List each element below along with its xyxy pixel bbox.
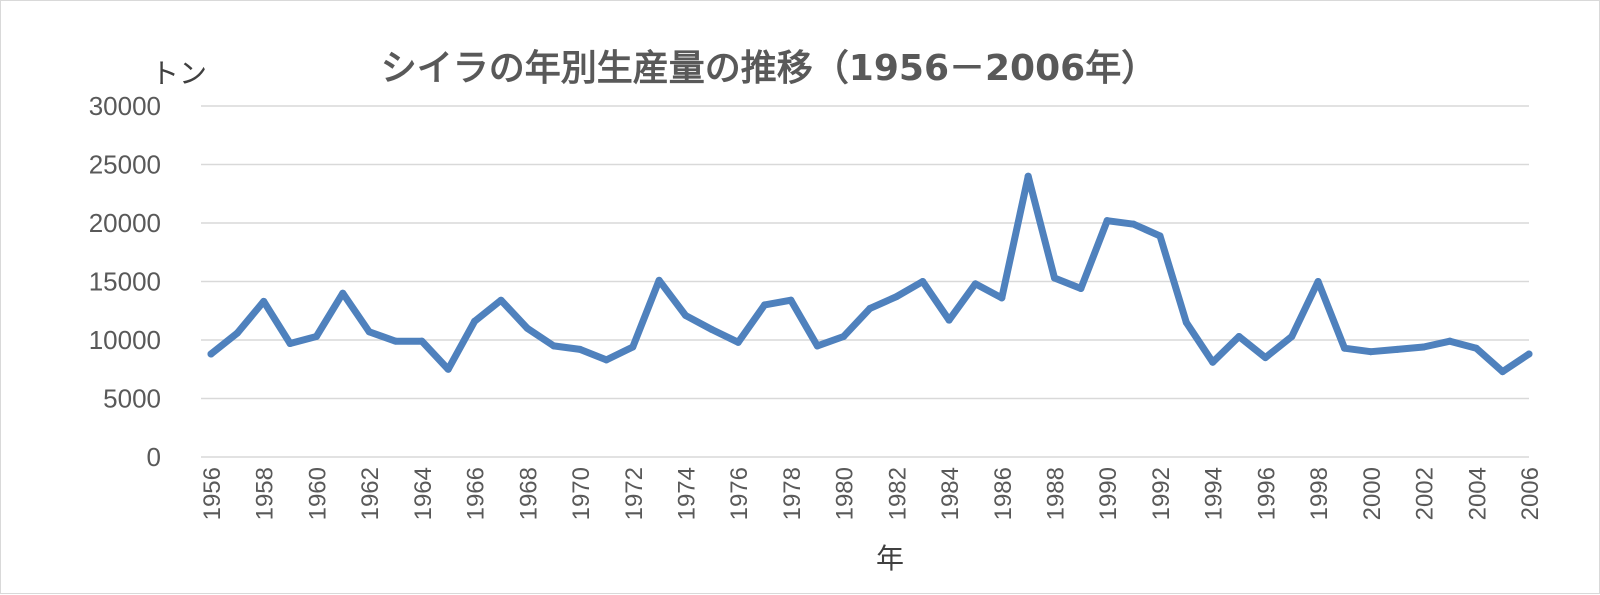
- data-point: [945, 316, 953, 324]
- data-point: [1446, 337, 1454, 345]
- data-point: [576, 345, 584, 353]
- data-point: [971, 280, 979, 288]
- y-axis-ticks: 0 5000 10000 15000 20000 25000 30000: [89, 91, 161, 472]
- data-point: [998, 294, 1006, 302]
- x-tick-label: 1986: [990, 467, 1017, 520]
- data-point: [339, 289, 347, 297]
- y-tick-label: 5000: [103, 384, 161, 414]
- data-point: [1499, 368, 1507, 376]
- y-tick-label: 30000: [89, 91, 161, 121]
- data-point: [1314, 278, 1322, 285]
- x-tick-label: 1960: [304, 467, 331, 520]
- data-point: [312, 332, 320, 340]
- x-tick-label: 1988: [1043, 467, 1070, 520]
- x-tick-label: 1990: [1095, 467, 1122, 520]
- data-point: [444, 365, 452, 373]
- y-tick-label: 15000: [89, 267, 161, 297]
- x-tick-label: 1956: [199, 467, 226, 520]
- data-point: [233, 329, 241, 337]
- data-point: [1024, 172, 1032, 180]
- data-point: [602, 356, 610, 364]
- y-tick-label: 25000: [89, 150, 161, 180]
- data-point: [866, 304, 874, 312]
- data-point: [761, 301, 769, 309]
- data-point: [734, 338, 742, 346]
- data-point: [1393, 345, 1401, 353]
- x-tick-label: 1994: [1201, 467, 1228, 520]
- x-tick-label: 1998: [1306, 467, 1333, 520]
- data-point: [840, 332, 848, 340]
- data-point: [655, 276, 663, 284]
- series-layer: [207, 172, 1533, 376]
- x-tick-label: 2000: [1359, 467, 1386, 520]
- x-tick-label: 1970: [568, 467, 595, 520]
- data-point: [1103, 217, 1111, 225]
- x-tick-label: 2002: [1412, 467, 1439, 520]
- y-tick-label: 0: [147, 442, 161, 472]
- x-tick-label: 1962: [357, 467, 384, 520]
- chart-title: シイラの年別生産量の推移（1956－2006年）: [381, 48, 1157, 89]
- data-point: [1420, 343, 1428, 351]
- data-point: [787, 296, 795, 304]
- data-point: [1130, 220, 1138, 228]
- data-point: [392, 337, 400, 345]
- gridlines: [201, 105, 1529, 458]
- x-tick-label: 1966: [463, 467, 490, 520]
- x-tick-label: 1974: [673, 467, 700, 520]
- data-point: [523, 324, 531, 332]
- data-point: [471, 317, 479, 325]
- x-tick-label: 1978: [779, 467, 806, 520]
- x-tick-label: 1992: [1148, 467, 1175, 520]
- y-axis-unit-label: トン: [151, 57, 207, 90]
- data-point: [681, 311, 689, 319]
- x-tick-label: 1996: [1253, 467, 1280, 520]
- data-point: [708, 325, 716, 333]
- data-point: [1525, 350, 1533, 358]
- data-point: [1182, 318, 1190, 326]
- data-point: [260, 297, 268, 305]
- x-tick-label: 1976: [726, 467, 753, 520]
- data-point: [919, 278, 927, 285]
- data-point: [1340, 344, 1348, 352]
- data-point: [286, 340, 294, 348]
- data-point: [1156, 232, 1164, 240]
- data-point: [1235, 332, 1243, 340]
- data-point: [418, 337, 426, 345]
- data-point: [1288, 332, 1296, 340]
- x-tick-label: 1984: [937, 467, 964, 520]
- series-line: [207, 172, 1533, 376]
- x-tick-label: 2006: [1517, 467, 1544, 520]
- x-tick-label: 1982: [884, 467, 911, 520]
- data-point: [365, 328, 373, 336]
- data-point: [1077, 285, 1085, 293]
- data-point: [1261, 354, 1269, 362]
- x-axis-ticks: 1956 1958 1960 1962 1964 1966 1968 1970 1972 1974…: [199, 467, 1544, 520]
- x-tick-label: 1968: [515, 467, 542, 520]
- data-point: [1367, 348, 1375, 356]
- data-point: [1472, 344, 1480, 352]
- x-tick-label: 1958: [252, 467, 279, 520]
- y-tick-label: 20000: [89, 208, 161, 238]
- x-tick-label: 1964: [410, 467, 437, 520]
- data-point: [892, 293, 900, 301]
- x-tick-label: 1972: [621, 467, 648, 520]
- data-point: [813, 342, 821, 350]
- data-point: [1209, 358, 1217, 366]
- data-point: [1051, 274, 1059, 282]
- x-axis-label: 年: [876, 542, 904, 575]
- data-point: [207, 350, 215, 358]
- data-point: [497, 296, 505, 304]
- data-point: [550, 342, 558, 350]
- x-tick-label: 1980: [832, 467, 859, 520]
- data-point: [629, 343, 637, 351]
- x-tick-label: 2004: [1464, 467, 1491, 520]
- y-tick-label: 10000: [89, 325, 161, 355]
